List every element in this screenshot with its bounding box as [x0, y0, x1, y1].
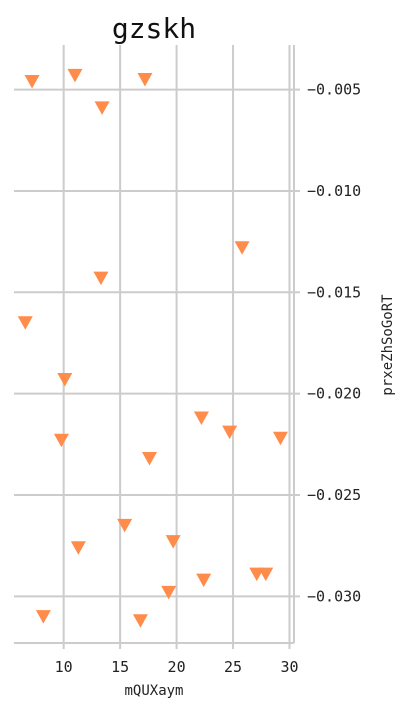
x-tick-label: 30: [280, 658, 298, 676]
y-tick-label: −0.010: [307, 182, 361, 200]
data-point: [57, 372, 73, 387]
x-ticks: 10 15 20 25 30: [55, 643, 299, 676]
data-point: [258, 567, 274, 582]
x-axis-label: mQUXaym: [124, 683, 183, 699]
data-point: [67, 68, 83, 83]
y-tick-label: −0.025: [307, 486, 361, 504]
data-point: [234, 241, 250, 255]
data-point: [141, 452, 157, 466]
y-tick-label: −0.030: [307, 587, 361, 605]
y-tick-label: −0.020: [307, 385, 361, 403]
x-tick-label: 25: [224, 658, 242, 676]
data-point: [161, 585, 177, 600]
grid-lines: [14, 45, 294, 643]
data-point: [53, 433, 69, 448]
data-point: [24, 74, 40, 89]
x-tick-label: 10: [55, 658, 73, 676]
data-point: [94, 101, 110, 115]
data-point: [193, 411, 209, 425]
y-tick-label: −0.005: [307, 81, 361, 99]
data-point: [17, 316, 33, 330]
data-point: [196, 573, 212, 588]
data-point: [165, 535, 181, 549]
data-points: [17, 68, 288, 628]
axis-spines: [14, 45, 295, 644]
y-ticks: −0.005 −0.010 −0.015 −0.020 −0.025 −0.030: [294, 81, 361, 605]
x-tick-label: 20: [168, 658, 186, 676]
data-point: [137, 72, 153, 87]
y-axis-label: prxeZhSoGoRT: [380, 294, 396, 396]
x-tick-label: 15: [111, 658, 129, 676]
y-tick-label: −0.015: [307, 283, 361, 301]
data-point: [93, 271, 109, 286]
data-point: [35, 610, 51, 624]
chart-title: gzskh: [112, 12, 196, 45]
data-point: [222, 425, 238, 440]
data-point: [132, 614, 148, 628]
data-point: [70, 541, 86, 555]
data-point: [272, 431, 288, 446]
data-point: [117, 518, 133, 533]
